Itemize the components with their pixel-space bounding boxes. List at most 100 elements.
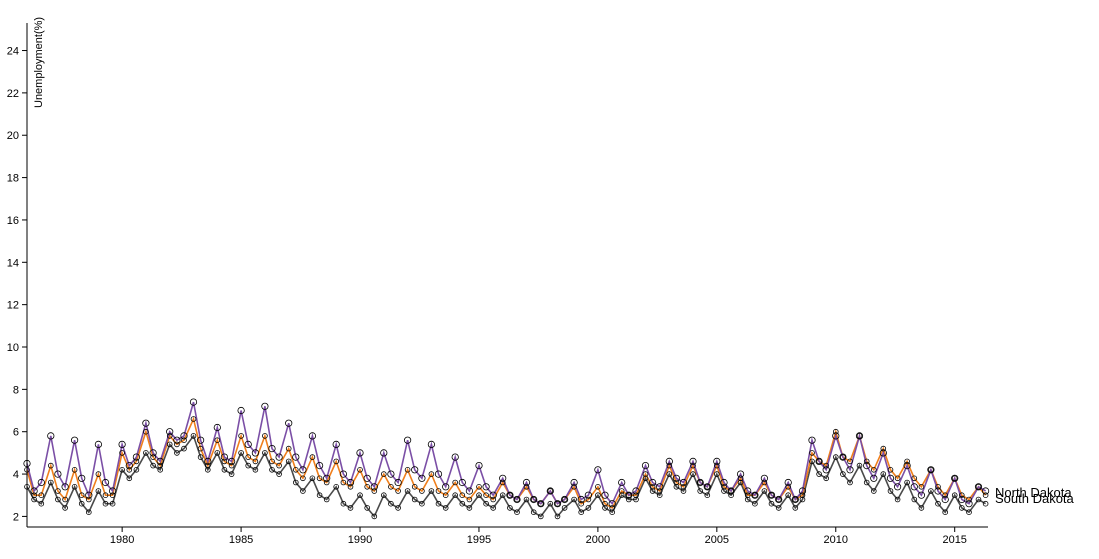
data-point [323, 496, 330, 503]
data-point [513, 495, 521, 504]
data-point [744, 487, 752, 495]
y-tick-label: 18 [7, 173, 19, 185]
data-point [78, 500, 85, 507]
end-label-north-dakota: North Dakota [995, 485, 1072, 500]
data-point [935, 500, 941, 507]
data-point [863, 461, 871, 470]
data-point [713, 471, 720, 477]
data-point [737, 479, 744, 486]
data-point [315, 461, 324, 470]
data-point [768, 500, 775, 507]
data-point [839, 453, 847, 461]
data-point [792, 505, 799, 511]
data-point [721, 483, 727, 490]
data-point [133, 466, 140, 473]
data-point [815, 457, 823, 465]
data-point [863, 479, 870, 486]
data-point [190, 433, 197, 439]
data-point [689, 457, 697, 465]
data-point [363, 474, 371, 482]
y-tick-label: 4 [13, 469, 19, 481]
data-point [680, 488, 687, 494]
x-tick-label: 1980 [110, 534, 134, 546]
data-point [483, 492, 489, 499]
y-tick-label: 22 [7, 88, 19, 100]
data-point [475, 461, 483, 470]
data-point [894, 496, 901, 503]
data-point [94, 440, 103, 448]
data-point [530, 496, 537, 503]
data-point [62, 505, 68, 511]
data-point [928, 488, 934, 494]
data-point [656, 488, 663, 494]
data-point [625, 491, 633, 499]
data-point [459, 500, 466, 507]
data-point [333, 483, 340, 490]
data-point [696, 478, 704, 487]
data-point [832, 454, 839, 460]
data-point [514, 509, 520, 516]
data-point [156, 457, 164, 465]
data-point [371, 488, 378, 494]
data-point [370, 483, 378, 491]
data-point [411, 483, 418, 490]
data-point [47, 479, 54, 486]
data-point [86, 496, 92, 503]
data-point [618, 478, 626, 487]
data-point [791, 495, 799, 504]
data-point [609, 505, 615, 511]
data-point [251, 449, 259, 457]
data-point [221, 466, 228, 473]
data-point [316, 475, 323, 482]
data-point [595, 483, 601, 490]
data-point [220, 453, 228, 461]
data-point [197, 436, 205, 444]
y-tick-label: 16 [7, 215, 19, 227]
x-tick-label: 1985 [229, 534, 253, 546]
data-point [285, 419, 293, 427]
data-point [618, 492, 625, 499]
data-point [347, 483, 354, 490]
data-point [411, 466, 419, 474]
data-point [927, 466, 935, 474]
data-point [855, 432, 864, 440]
data-point [31, 496, 37, 503]
data-point [442, 492, 449, 499]
data-point [95, 471, 102, 477]
data-point [917, 491, 926, 499]
data-point [737, 475, 744, 482]
data-point [380, 471, 387, 477]
data-point [840, 454, 846, 460]
data-point [785, 492, 791, 499]
data-point [228, 462, 235, 469]
data-point [887, 488, 894, 494]
data-point [784, 478, 792, 487]
data-point [435, 488, 442, 494]
data-point [760, 474, 769, 482]
data-point [571, 483, 577, 490]
data-point [371, 513, 378, 520]
data-point [364, 483, 371, 490]
data-point [197, 445, 204, 452]
data-point [276, 462, 282, 469]
data-point [690, 471, 696, 477]
y-tick-label: 8 [13, 384, 19, 396]
data-point [904, 479, 910, 486]
data-point [197, 454, 204, 460]
data-point [633, 496, 639, 503]
data-point [489, 491, 497, 499]
data-point [911, 496, 918, 503]
data-point [403, 436, 412, 444]
data-point [577, 495, 585, 504]
data-point [982, 492, 989, 499]
data-point [395, 488, 401, 494]
data-point [633, 492, 639, 499]
data-point [499, 479, 506, 486]
data-point [903, 461, 911, 470]
data-point [102, 492, 109, 499]
data-point [554, 500, 561, 507]
data-point [419, 500, 425, 507]
data-point [157, 466, 164, 473]
data-point [584, 491, 593, 499]
data-point [918, 505, 925, 511]
